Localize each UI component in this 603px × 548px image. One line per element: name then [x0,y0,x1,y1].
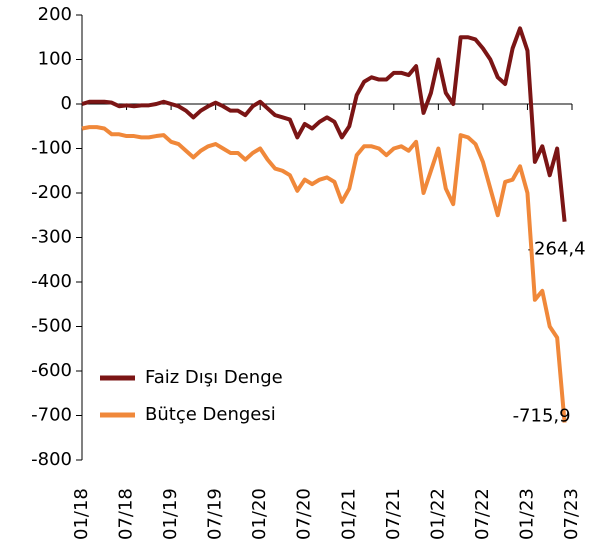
legend-label: Faiz Dışı Denge [145,367,283,388]
y-tick-label: -700 [31,405,72,426]
x-tick-label: 07/22 [472,488,493,540]
x-tick-label: 07/18 [116,488,137,540]
x-tick-label: 01/20 [249,488,270,540]
y-tick-label: 0 [61,93,72,114]
data-label: -264,4 [528,239,586,260]
x-tick-label: 01/23 [516,488,537,540]
x-tick-label: 01/21 [338,488,359,540]
x-tick-label: 07/21 [383,488,404,540]
y-tick-label: 200 [38,4,72,25]
y-tick-label: -600 [31,360,72,381]
y-tick-label: -100 [31,138,72,159]
data-label: -715,9 [513,406,571,427]
legend-label: Bütçe Dengesi [145,404,276,425]
x-tick-label: 07/23 [561,488,582,540]
y-tick-label: 100 [38,49,72,70]
x-tick-label: 07/19 [205,488,226,540]
y-tick-label: -300 [31,227,72,248]
series-line [81,125,567,423]
y-tick-label: -500 [31,316,72,337]
x-tick-label: 01/18 [71,488,92,540]
x-tick-label: 07/20 [294,488,315,540]
y-tick-label: -800 [31,449,72,470]
y-tick-label: -200 [31,182,72,203]
x-tick-label: 01/19 [160,488,181,540]
label-bg [525,236,603,263]
series-line [81,26,567,222]
y-tick-label: -400 [31,271,72,292]
x-tick-label: 01/22 [427,488,448,540]
